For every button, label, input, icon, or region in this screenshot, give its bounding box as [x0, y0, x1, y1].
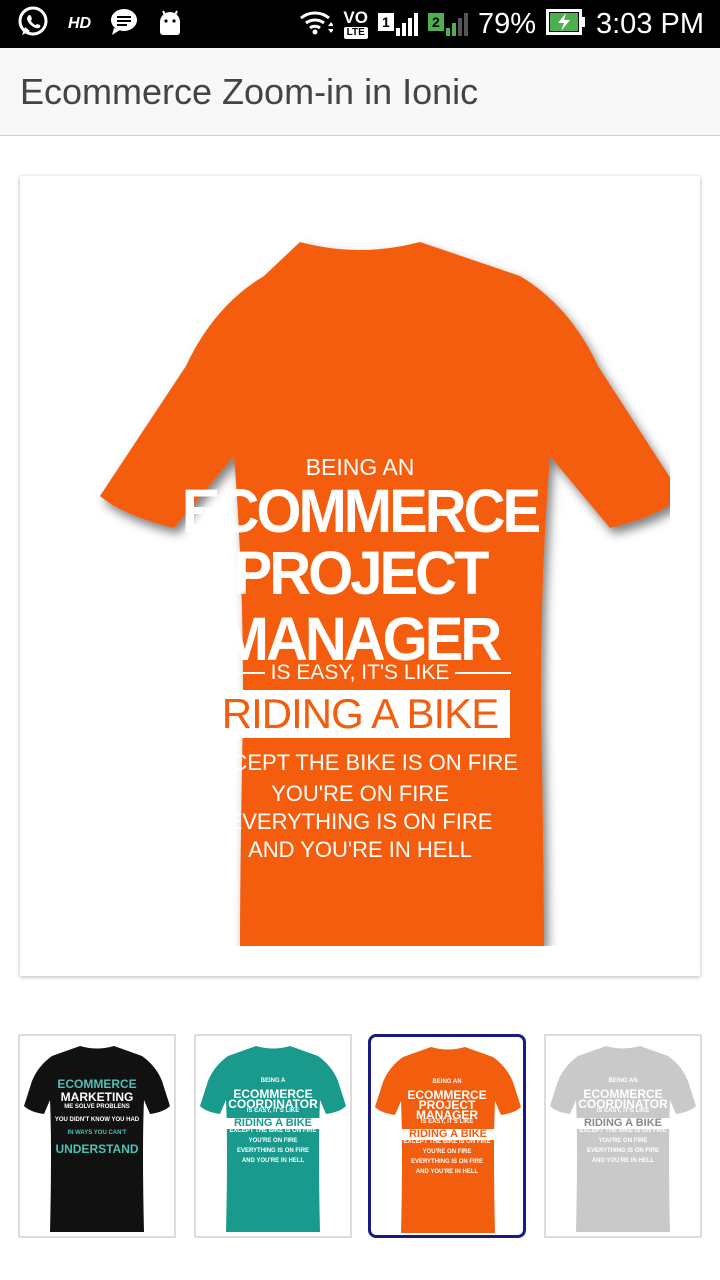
thumbnail-print-line: ECOMMERCE — [407, 1088, 487, 1102]
thumbnail-print-line: YOU DIDN'T KNOW YOU HAD — [54, 1117, 140, 1123]
print-line: IS EASY, IT'S LIKE — [270, 661, 450, 684]
app-header: Ecommerce Zoom-in in Ionic — [0, 48, 720, 136]
thumbnail-shirt-shape — [550, 1046, 696, 1232]
thumbnail-print-line: ECOMMERCE — [583, 1087, 663, 1101]
tshirt-shape — [100, 242, 670, 946]
print-line: MANAGER — [220, 605, 503, 674]
print-banner: RIDING A BIKE — [210, 690, 510, 738]
thumbnail-black-shirt[interactable]: ECOMMERCE MARKETING ME SOLVE PROBLENS YOU D… — [18, 1034, 176, 1238]
print-line: EVERYTHING IS ON FIRE — [227, 809, 493, 834]
thumbnail-print-line: IS EASY, IT'S LIKE — [596, 1108, 650, 1114]
thumbnail-print-line: BEING AN — [432, 1079, 462, 1085]
thumbnail-print-line: IS EASY, IT'S LIKE — [246, 1108, 300, 1114]
thumbnail-print-line: COORDINATOR — [228, 1097, 318, 1111]
thumbnail-print-line: UNDERSTAND — [55, 1142, 139, 1156]
thumbnail-shirt-shape — [24, 1046, 170, 1232]
sim1-label: 1 — [377, 12, 394, 31]
thumbnail-print-line: ME SOLVE PROBLENS — [64, 1104, 130, 1110]
hd-voice-indicator: HD — [68, 15, 92, 32]
thumbnail-print-line: MANAGER — [416, 1108, 478, 1122]
android-icon — [157, 8, 183, 41]
print-line: PROJECT — [233, 539, 490, 608]
thumbnail-print-line: IS EASY, IT'S LIKE — [420, 1119, 474, 1125]
thumbnail-shirt-shape — [375, 1047, 521, 1233]
thumbnail-strip: ECOMMERCE MARKETING ME SOLVE PROBLENS YOU D… — [0, 1034, 720, 1238]
print-line: EXCEPT THE BIKE IS ON FIRE — [202, 750, 518, 775]
thumbnail-print-line: RIDING A BIKE — [401, 1129, 495, 1140]
page-title: Ecommerce Zoom-in in Ionic — [20, 70, 479, 112]
thumbnail-print-line: EVERYTHING IS ON FIRE — [410, 1159, 484, 1165]
thumbnail-print-line: BEING A — [260, 1078, 286, 1084]
print-line: AND YOU'RE IN HELL — [248, 837, 472, 862]
volte-label: VO — [343, 8, 368, 27]
print-line: ECOMMERCE — [181, 477, 541, 546]
thumbnail-print-line: MARKETING — [60, 1090, 134, 1104]
thumbnail-print-line: RIDING A BIKE — [226, 1118, 320, 1129]
thumbnail-print-line: YOU'RE ON FIRE — [422, 1149, 472, 1155]
print-line: BEING AN — [305, 454, 415, 480]
tshirt-image[interactable]: BEING AN ECOMMERCE PROJECT MANAGER IS EA… — [50, 206, 670, 946]
message-icon — [109, 8, 139, 41]
thumbnail-print-line: COORDINATOR — [578, 1097, 668, 1111]
thumbnail-print-line: EVERYTHING IS ON FIRE — [586, 1148, 660, 1154]
print-line-divider: IS EASY, IT'S LIKE — [50, 661, 670, 685]
wifi-icon — [299, 8, 335, 41]
lte-label: LTE — [343, 27, 368, 39]
thumbnail-print-line: EXCEPT THE BIKE IS ON FIRE — [403, 1139, 491, 1145]
battery-charging-icon — [546, 8, 586, 40]
thumbnail-print-line: YOU'RE ON FIRE — [598, 1138, 648, 1144]
battery-percent: 79% — [477, 7, 536, 40]
thumbnail-print-line: AND YOU'RE IN HELL — [591, 1158, 655, 1164]
main-product-image[interactable]: BEING AN ECOMMERCE PROJECT MANAGER IS EA… — [20, 176, 700, 976]
thumbnail-print-line: PROJECT — [418, 1098, 476, 1112]
thumbnail-print-line: YOU'RE ON FIRE — [248, 1138, 298, 1144]
thumbnail-print-line: BEING AN — [608, 1078, 638, 1084]
thumbnail-print-line: ECOMMERCE — [233, 1087, 313, 1101]
thumbnail-print-line: AND YOU'RE IN HELL — [415, 1169, 479, 1175]
thumbnail-grey-shirt[interactable]: BEING AN ECOMMERCE COORDINATOR IS EASY, IT'… — [544, 1034, 702, 1238]
thumbnail-shirt-shape — [200, 1046, 346, 1232]
sim2-label: 2 — [427, 12, 444, 31]
status-bar: HD — [0, 0, 720, 48]
thumbnail-print-line: EVERYTHING IS ON FIRE — [236, 1148, 310, 1154]
thumbnail-print-line: EXCEPT THE BIKE IS ON FIRE — [229, 1128, 317, 1134]
volte-badge: VO LTE — [343, 9, 368, 39]
whatsapp-icon — [16, 5, 50, 44]
sim1-signal-icon: 1 — [377, 12, 418, 36]
print-line: YOU'RE ON FIRE — [271, 781, 449, 806]
clock: 3:03 PM — [596, 7, 704, 40]
sim2-signal-icon: 2 — [427, 12, 468, 36]
thumbnail-teal-shirt[interactable]: BEING A ECOMMERCE COORDINATOR IS EASY, IT'S… — [194, 1034, 352, 1238]
thumbnail-print-line: EXCEPT THE BIKE IS ON FIRE — [579, 1128, 667, 1134]
thumbnail-orange-shirt[interactable]: BEING AN ECOMMERCE PROJECT MANAGER IS EASY, … — [368, 1034, 526, 1238]
thumbnail-print-line: RIDING A BIKE — [576, 1118, 670, 1129]
thumbnail-print-line: AND YOU'RE IN HELL — [241, 1158, 305, 1164]
thumbnail-print-line: ECOMMERCE — [57, 1077, 137, 1091]
thumbnail-print-line: IN WAYS YOU CAN'T — [67, 1130, 127, 1136]
